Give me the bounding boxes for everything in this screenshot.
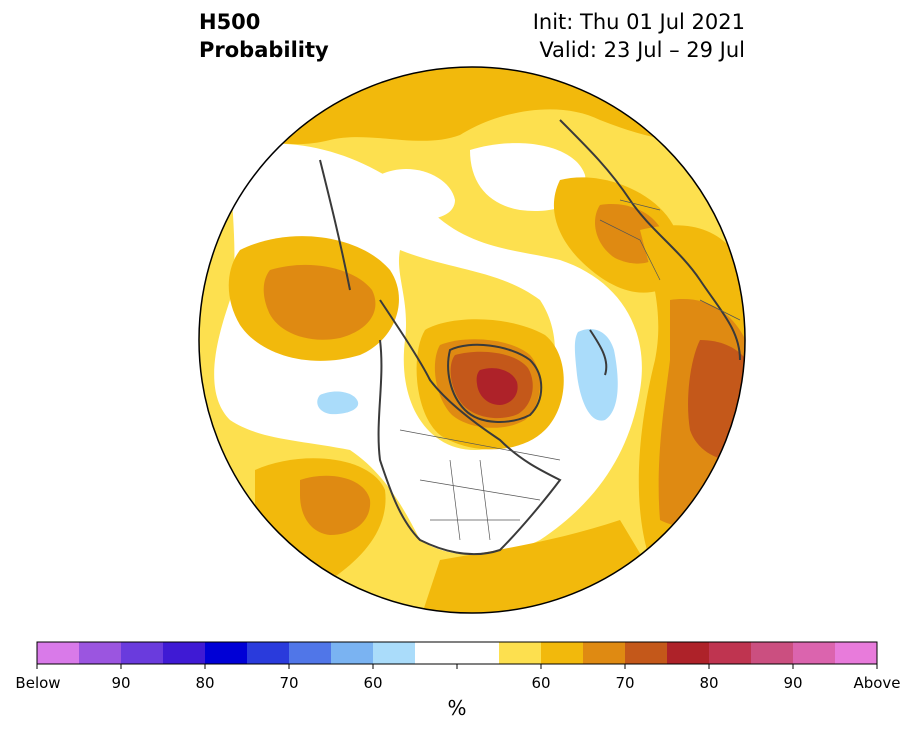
- colorbar-swatch: [247, 642, 290, 664]
- colorbar-swatch: [541, 642, 584, 664]
- colorbar-swatch: [415, 642, 458, 664]
- tick-above-80: 80: [699, 674, 719, 692]
- colorbar-swatch: [121, 642, 164, 664]
- colorbar-swatch: [289, 642, 332, 664]
- colorbar-unit: %: [447, 696, 467, 720]
- coastlines: [319, 119, 741, 556]
- probability-map: [198, 66, 746, 614]
- colorbar-swatch: [583, 642, 626, 664]
- probability-field: [199, 67, 745, 613]
- tick-below-60: 60: [363, 674, 383, 692]
- tick-below: Below: [15, 674, 61, 692]
- init-date: Init: Thu 01 Jul 2021: [532, 10, 745, 34]
- tick-below-90: 90: [111, 674, 131, 692]
- colorbar-swatch: [751, 642, 794, 664]
- band-70-pacific: [263, 264, 376, 340]
- tick-above-70: 70: [615, 674, 635, 692]
- below-normal-pacific: [317, 391, 359, 415]
- coast-asia-east: [319, 159, 351, 291]
- colorbar-swatch: [499, 642, 542, 664]
- colorbar-swatch: [625, 642, 668, 664]
- forecast-dates: Init: Thu 01 Jul 2021 Valid: 23 Jul – 29…: [533, 8, 745, 64]
- colorbar-swatch: [37, 642, 80, 664]
- coast-greenland: [447, 343, 543, 423]
- tick-above: Above: [853, 674, 901, 692]
- tick-above-60: 60: [531, 674, 551, 692]
- borders: [399, 199, 741, 541]
- valid-range: Valid: 23 Jul – 29 Jul: [539, 38, 745, 62]
- colorbar-swatch: [457, 642, 500, 664]
- colorbar-swatch: [793, 642, 836, 664]
- map-boundary: [198, 66, 746, 614]
- colorbar-swatch: [79, 642, 122, 664]
- variable-label: H500: [199, 10, 261, 34]
- below-normal-atlantic: [574, 329, 618, 421]
- tick-below-70: 70: [279, 674, 299, 692]
- tick-above-90: 90: [783, 674, 803, 692]
- colorbar-swatch: [835, 642, 878, 664]
- coast-iceland: [589, 329, 608, 376]
- colorbar-swatch: [373, 642, 416, 664]
- colorbar: [36, 641, 878, 669]
- band-80-greenland: [476, 368, 518, 405]
- colorbar-swatch: [205, 642, 248, 664]
- colorbar-swatch: [331, 642, 374, 664]
- coast-north-america: [377, 299, 562, 556]
- product-label: Probability: [199, 38, 329, 62]
- colorbar-swatch: [667, 642, 710, 664]
- colorbar-swatch: [709, 642, 752, 664]
- near-normal-area-west: [378, 169, 455, 220]
- tick-below-80: 80: [195, 674, 215, 692]
- coast-europe: [559, 119, 741, 361]
- map-title: H500 Probability: [199, 8, 329, 64]
- band-70-southwest: [300, 475, 371, 535]
- colorbar-swatch: [163, 642, 206, 664]
